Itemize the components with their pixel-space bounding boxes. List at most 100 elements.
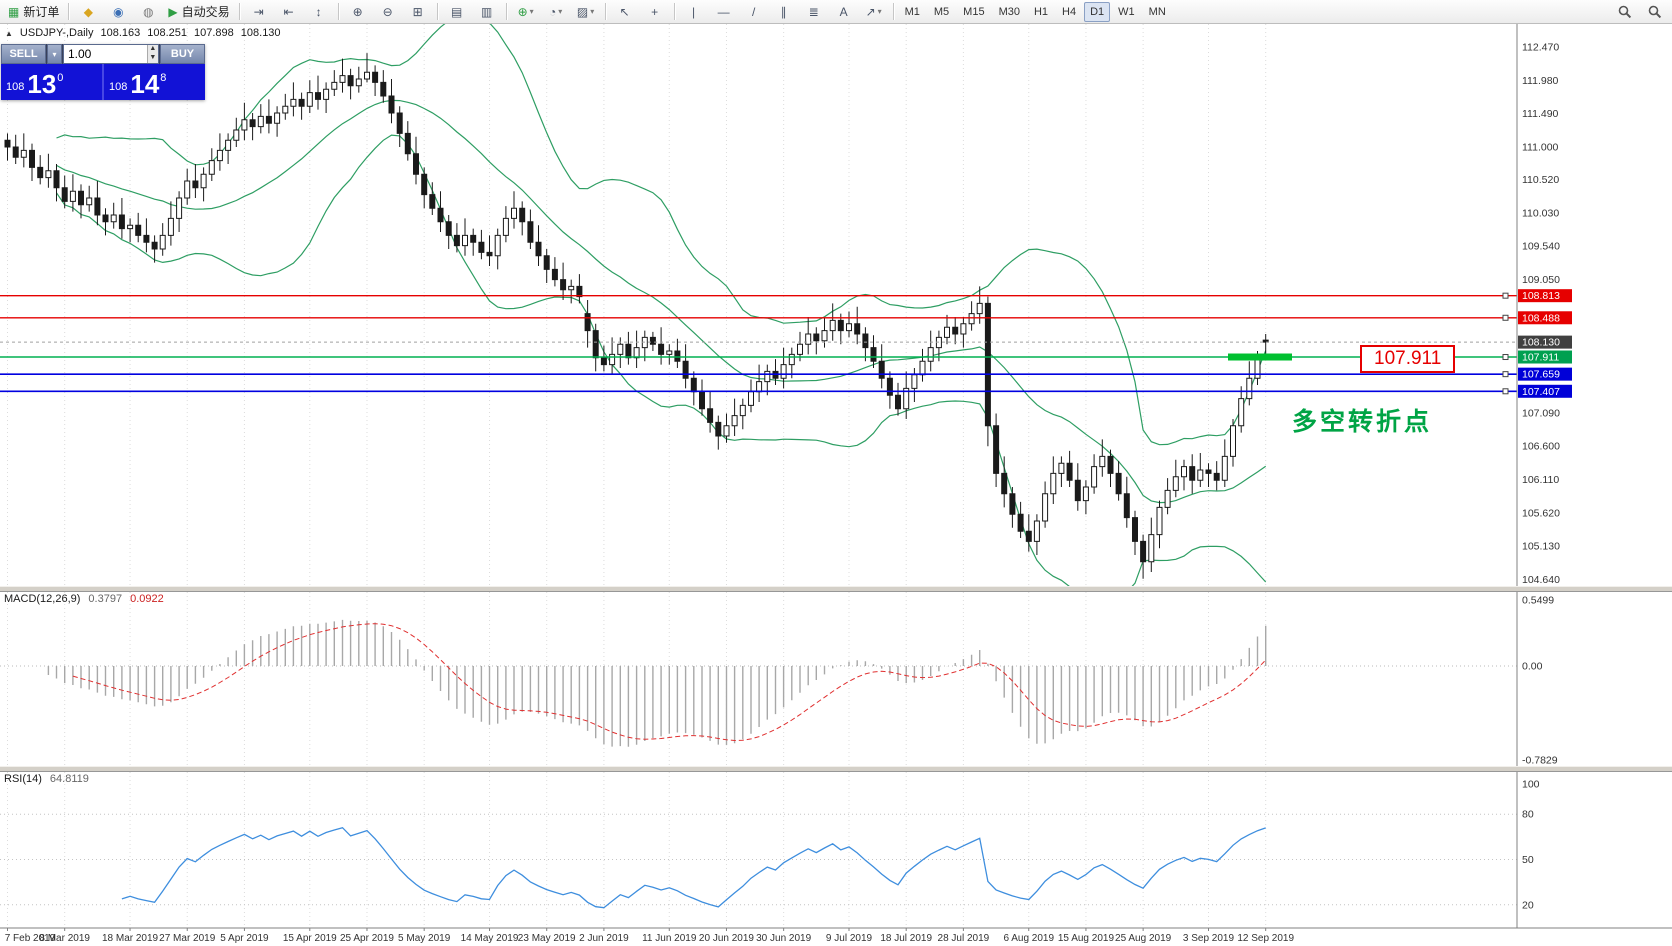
panel-separator-macd[interactable] bbox=[0, 586, 1672, 592]
order-settings-dropdown[interactable]: ▾ bbox=[47, 44, 62, 64]
macd-signal-value: 0.0922 bbox=[130, 593, 164, 605]
charts-wizard-button[interactable]: ◆ bbox=[74, 1, 102, 23]
horizontal-line-button[interactable]: — bbox=[710, 1, 738, 23]
terminal-icon: ◍ bbox=[143, 4, 154, 19]
bollinger-upper-band bbox=[56, 24, 1267, 446]
buy-button[interactable]: BUY bbox=[160, 44, 205, 64]
bearish-candles bbox=[4, 71, 1269, 563]
terminal-button[interactable]: ◍ bbox=[134, 1, 162, 23]
crosshair-button[interactable]: + bbox=[641, 1, 669, 23]
text-button[interactable]: A bbox=[830, 1, 858, 23]
quote-low: 107.898 bbox=[194, 27, 234, 39]
symbol-period-label: USDJPY-,Daily bbox=[19, 27, 94, 39]
magnifier-icon bbox=[1648, 5, 1661, 19]
equidistant-channel-icon: ∥ bbox=[780, 4, 787, 19]
templates-button[interactable]: ▨ ▾ bbox=[572, 1, 600, 23]
candlestick-chart-button[interactable]: ▥ bbox=[473, 1, 501, 23]
autotrading-button[interactable]: ▶ 自动交易 bbox=[164, 1, 233, 23]
trendline-button[interactable]: / bbox=[740, 1, 768, 23]
chart-shift-button[interactable]: ⇥ bbox=[245, 1, 273, 23]
macd-histogram bbox=[47, 619, 1267, 747]
auto-scroll-button[interactable]: ⇤ bbox=[275, 1, 303, 23]
new-order-icon: ▦ bbox=[8, 4, 20, 19]
timeframe-mn-button[interactable]: MN bbox=[1148, 5, 1166, 18]
support-line-upper-handle[interactable] bbox=[1502, 371, 1509, 378]
volume-spinner: ▲ ▼ bbox=[146, 45, 158, 63]
chart-window: 112.470 111.980 111.490 111.000 110.520 110.0… bbox=[0, 24, 1672, 946]
indicators-button[interactable]: ⊕ ▾ bbox=[512, 1, 540, 23]
timeframe-m15-button[interactable]: M15 bbox=[963, 5, 985, 18]
support-line-lower-handle[interactable] bbox=[1502, 388, 1509, 395]
date-label: 18 Mar 2019 bbox=[102, 933, 159, 944]
auto-scroll-icon: ⇤ bbox=[283, 4, 294, 19]
symbol-search-button[interactable] bbox=[1610, 1, 1638, 23]
annotation-text-object[interactable]: 多空转折点 bbox=[1292, 408, 1433, 436]
tile-windows-button[interactable]: ⊞ bbox=[404, 1, 432, 23]
autotrading-button-label: 自动交易 bbox=[181, 5, 230, 19]
toolbar-divider bbox=[337, 3, 339, 20]
crosshair-icon: + bbox=[651, 4, 659, 19]
macd-label: MACD(12,26,9) 0.3797 0.0922 bbox=[4, 593, 164, 605]
periods-button[interactable]: ◔ ▾ bbox=[542, 1, 570, 23]
pivot-line-green-handle[interactable] bbox=[1502, 354, 1509, 361]
trend-highlight-segment[interactable] bbox=[1228, 353, 1292, 361]
market-watch-icon: ◉ bbox=[113, 4, 124, 19]
price-callout-object[interactable]: 107.911 bbox=[1360, 345, 1456, 373]
quick-search-button[interactable] bbox=[1640, 1, 1668, 23]
timeframe-w1-button[interactable]: W1 bbox=[1118, 5, 1135, 18]
toolbar-button-groups: ▦ 新订单 ◆ ◉ ◍ ▶ 自动交易 ⇥ ⇤ ↕ ⊕ ⊖ ⊞ ▤ ▥ ⊕ ▾ ◔ ▾ ▨ ▾ ↖ + | — / ∥ ≣ A ↗ ▾ bbox=[3, 1, 889, 23]
chart-plot[interactable]: 112.470 111.980 111.490 111.000 110.520 110.0… bbox=[0, 24, 1672, 946]
arrows-button[interactable]: ↗ ▾ bbox=[860, 1, 888, 23]
sell-button[interactable]: SELL bbox=[1, 44, 46, 64]
bar-chart-button[interactable]: ▤ bbox=[443, 1, 471, 23]
timeframe-h1-button[interactable]: H1 bbox=[1033, 5, 1049, 18]
main-chart-pane bbox=[0, 24, 1517, 586]
resistance-line-upper-handle[interactable] bbox=[1502, 292, 1509, 299]
fibonacci-button[interactable]: ≣ bbox=[800, 1, 828, 23]
rsi-tick-label: 50 bbox=[1522, 854, 1534, 866]
buy-price-display[interactable]: 108 14 8 bbox=[102, 64, 205, 100]
new-order-button[interactable]: ▦ 新订单 bbox=[4, 1, 63, 23]
equidistant-channel-button[interactable]: ∥ bbox=[770, 1, 798, 23]
bid-pipette: 0 bbox=[57, 72, 64, 84]
rsi-tick-label: 100 bbox=[1522, 779, 1540, 791]
vertical-line-icon: | bbox=[692, 4, 696, 19]
scale-fix-icon: ↕ bbox=[315, 4, 322, 19]
cursor-button[interactable]: ↖ bbox=[611, 1, 639, 23]
price-tick-label: 112.470 bbox=[1522, 42, 1559, 54]
ask-pipette: 8 bbox=[160, 72, 167, 84]
price-tag-label: 108.130 bbox=[1522, 337, 1560, 349]
scale-fix-button[interactable]: ↕ bbox=[305, 1, 333, 23]
fibonacci-icon: ≣ bbox=[808, 4, 819, 19]
vertical-line-button[interactable]: | bbox=[680, 1, 708, 23]
resistance-line-lower-handle[interactable] bbox=[1502, 314, 1509, 321]
price-tick-label: 106.110 bbox=[1522, 474, 1559, 486]
market-watch-button[interactable]: ◉ bbox=[104, 1, 132, 23]
rsi-title: RSI(14) bbox=[4, 773, 42, 785]
zoom-out-button[interactable]: ⊖ bbox=[374, 1, 402, 23]
rsi-label: RSI(14) 64.8119 bbox=[4, 773, 89, 785]
timeframe-m1-button[interactable]: M1 bbox=[904, 5, 920, 18]
zoom-in-button[interactable]: ⊕ bbox=[344, 1, 372, 23]
price-tick-label: 107.090 bbox=[1522, 407, 1560, 419]
timeframe-d1-button[interactable]: D1 bbox=[1084, 1, 1111, 22]
sell-price-display[interactable]: 108 13 0 bbox=[1, 64, 102, 100]
date-label: 6 Aug 2019 bbox=[1003, 933, 1054, 944]
date-label: 27 Mar 2019 bbox=[159, 933, 216, 944]
quote-line: ▲ USDJPY-,Daily 108.163 108.251 107.898 … bbox=[5, 27, 281, 39]
timeframe-h4-button[interactable]: H4 bbox=[1062, 5, 1077, 18]
panel-separator-rsi[interactable] bbox=[0, 766, 1672, 772]
volume-decrease-button[interactable]: ▼ bbox=[149, 54, 157, 61]
object-marker-icon: ▲ bbox=[5, 28, 13, 38]
line-objects bbox=[0, 292, 1517, 395]
timeframe-m5-button[interactable]: M5 bbox=[933, 5, 950, 18]
text-icon: A bbox=[839, 4, 848, 19]
zoom-out-icon: ⊖ bbox=[382, 4, 393, 19]
price-tick-label: 105.130 bbox=[1522, 541, 1560, 553]
volume-increase-button[interactable]: ▲ bbox=[149, 45, 157, 52]
timeframe-m30-button[interactable]: M30 bbox=[998, 5, 1020, 18]
volume-input[interactable] bbox=[64, 45, 147, 63]
date-label: 14 May 2019 bbox=[461, 933, 519, 944]
